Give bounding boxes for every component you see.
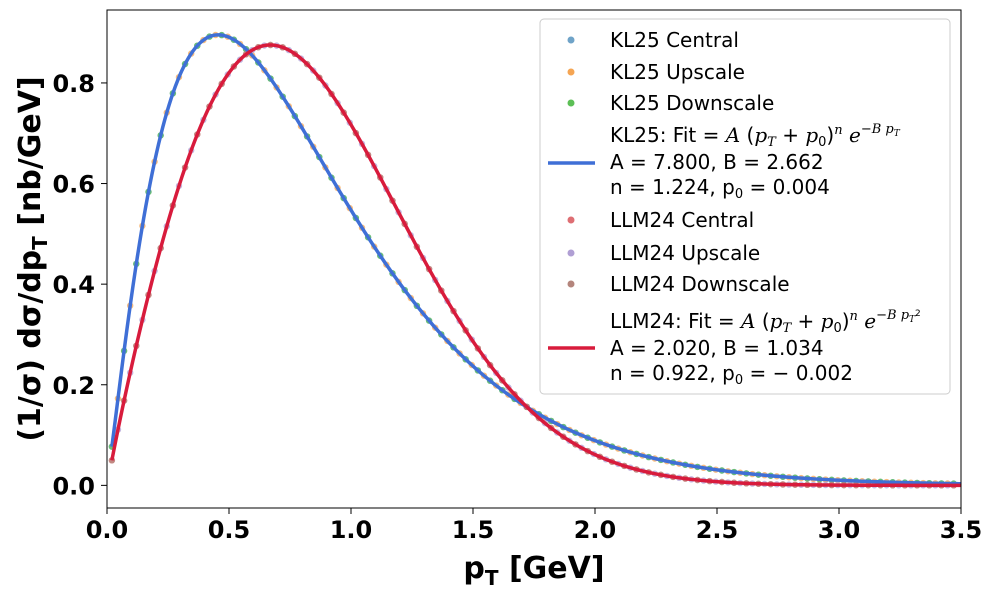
y-tick-label: 0.6 xyxy=(52,171,95,199)
legend-marker-llm24-downscale xyxy=(567,280,575,288)
legend-label-kl25-upscale: KL25 Upscale xyxy=(610,60,745,84)
x-tick-label: 1.5 xyxy=(452,516,495,544)
plot-frame xyxy=(106,9,962,509)
legend-marker-kl25-upscale xyxy=(567,68,575,76)
fit-lines xyxy=(110,33,962,488)
y-tick-label: 0.4 xyxy=(52,271,95,299)
y-tick-label: 0.8 xyxy=(52,70,95,98)
legend-label-llm24-central: LLM24 Central xyxy=(610,208,754,232)
legend-box xyxy=(539,18,951,395)
x-tick-label: 3.0 xyxy=(818,516,861,544)
legend-marker-llm24-upscale xyxy=(567,249,575,257)
legend: KL25 Central KL25 Upscale KL25 Downscale… xyxy=(539,18,951,395)
x-axis-label: pT [GeV] xyxy=(463,551,604,590)
x-tick-label: 2.5 xyxy=(696,516,739,544)
x-tick-label: 0.0 xyxy=(86,516,129,544)
y-tick-label: 0.2 xyxy=(52,372,95,400)
fit-line-kl25 xyxy=(110,33,962,486)
x-tick-label: 3.5 xyxy=(940,516,983,544)
legend-llm24-fit-params-2: n = 0.922, p0 = − 0.002 xyxy=(610,361,853,388)
x-tick-label: 0.5 xyxy=(208,516,251,544)
legend-label-llm24-upscale: LLM24 Upscale xyxy=(610,241,760,265)
legend-marker-kl25-downscale xyxy=(567,99,575,107)
legend-kl25-fit-params-1: A = 7.800, B = 2.662 xyxy=(610,150,824,174)
axis-ticks: 0.0 0.5 1.0 1.5 2.0 2.5 3.0 3.5 0.0 0.2 0.4 0.6 0.8 xyxy=(52,70,982,544)
x-tick-label: 1.0 xyxy=(330,516,373,544)
legend-label-kl25-downscale: KL25 Downscale xyxy=(610,91,774,115)
legend-label-llm24-downscale: LLM24 Downscale xyxy=(610,272,790,296)
legend-label-kl25-central: KL25 Central xyxy=(610,28,739,52)
legend-label-llm24-fit: LLM24: Fit = A (pT + p0)n e−B pT2 xyxy=(610,308,921,336)
y-axis-label: (1/σ) dσ/dpT [nb/GeV] xyxy=(13,76,52,441)
legend-marker-llm24-central xyxy=(567,216,575,224)
legend-kl25-fit-params-2: n = 1.224, p0 = 0.004 xyxy=(610,175,830,202)
y-tick-label: 0.0 xyxy=(52,472,95,500)
legend-llm24-fit-params-1: A = 2.020, B = 1.034 xyxy=(610,336,824,360)
x-tick-label: 2.0 xyxy=(574,516,617,544)
legend-marker-kl25-central xyxy=(567,36,575,44)
fit-line-llm24 xyxy=(110,43,961,488)
legend-label-kl25-fit: KL25: Fit = A (pT + p0)n e−B pT xyxy=(610,122,901,150)
